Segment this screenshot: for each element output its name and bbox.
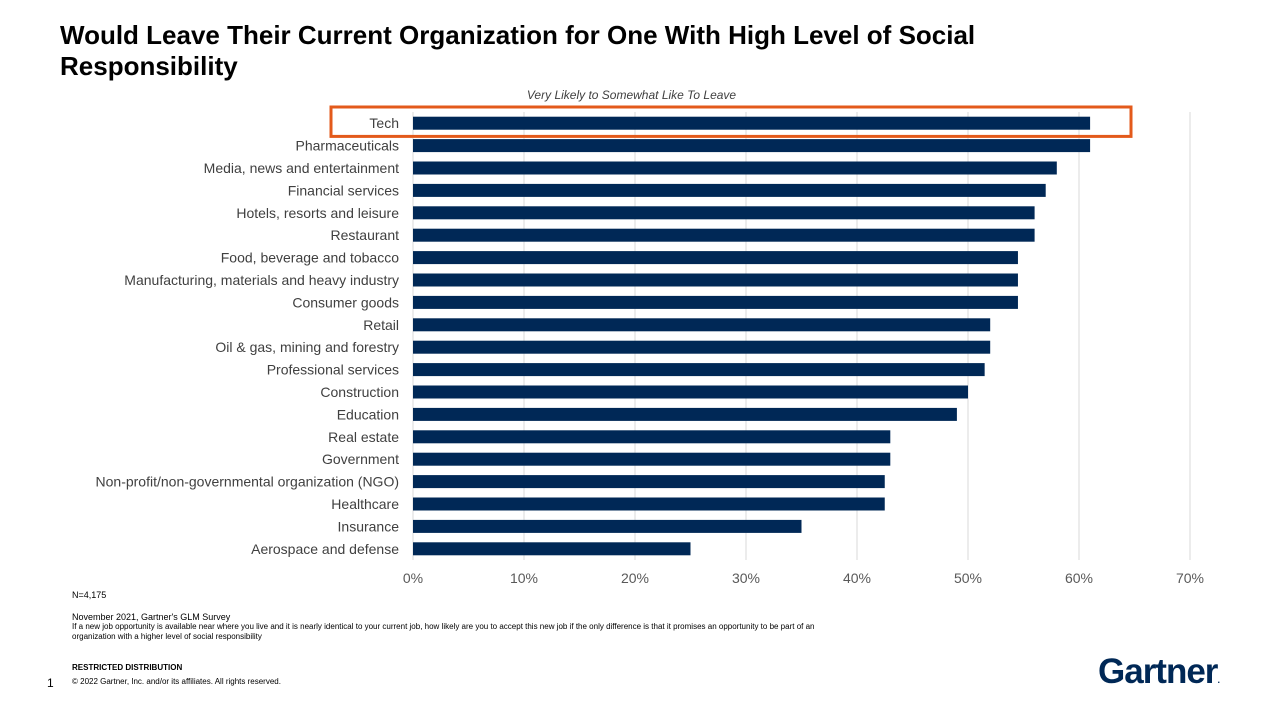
category-label: Insurance	[338, 518, 400, 534]
x-tick-label: 0%	[403, 570, 423, 586]
x-tick-label: 30%	[732, 570, 760, 586]
category-label: Professional services	[267, 362, 399, 378]
bar	[413, 139, 1091, 153]
bar	[413, 318, 991, 332]
x-tick-label: 10%	[510, 570, 538, 586]
bar	[413, 206, 1035, 220]
category-label: Restaurant	[331, 227, 400, 243]
bar	[413, 385, 968, 399]
category-label: Non-profit/non-governmental organization…	[96, 474, 399, 490]
page-number: 1	[47, 676, 54, 690]
bar	[413, 475, 885, 489]
x-tick-label: 60%	[1065, 570, 1093, 586]
x-tick-label: 50%	[954, 570, 982, 586]
gartner-logo: Gartner.	[1098, 652, 1220, 691]
bar	[413, 430, 891, 444]
sample-size-note: N=4,175	[72, 590, 107, 600]
bar	[413, 161, 1057, 175]
bar	[413, 407, 957, 421]
restricted-label: RESTRICTED DISTRIBUTION	[72, 663, 183, 672]
bar	[413, 183, 1046, 197]
category-label: Healthcare	[331, 496, 399, 512]
category-label: Food, beverage and tobacco	[221, 250, 399, 266]
x-tick-label: 70%	[1176, 570, 1204, 586]
category-label: Aerospace and defense	[251, 541, 399, 557]
category-label: Tech	[369, 115, 399, 131]
chart-subtitle: Very Likely to Somewhat Like To Leave	[527, 88, 737, 102]
bar	[413, 251, 1018, 265]
category-label: Real estate	[328, 429, 399, 445]
bar	[413, 497, 885, 511]
bar	[413, 228, 1035, 242]
bar	[413, 295, 1018, 309]
category-label: Government	[322, 451, 399, 467]
survey-question-note: If a new job opportunity is available ne…	[72, 622, 815, 641]
highlight-box	[329, 105, 1133, 138]
copyright-text: © 2022 Gartner, Inc. and/or its affiliat…	[72, 677, 281, 686]
bar	[413, 363, 985, 377]
x-tick-label: 20%	[621, 570, 649, 586]
chart-title: Would Leave Their Current Organization f…	[60, 20, 976, 81]
x-tick-label: 40%	[843, 570, 871, 586]
category-label: Media, news and entertainment	[204, 160, 399, 176]
category-label: Manufacturing, materials and heavy indus…	[124, 272, 399, 288]
bar	[413, 116, 1091, 130]
category-label: Financial services	[288, 182, 399, 198]
bar	[413, 273, 1018, 287]
category-label: Oil & gas, mining and forestry	[215, 339, 399, 355]
bar	[413, 519, 802, 533]
bar-chart: Very Likely to Somewhat Like To Leave 0% 1…	[96, 88, 1205, 586]
source-note: November 2021, Gartner's GLM Survey	[72, 612, 231, 622]
category-label: Consumer goods	[292, 294, 399, 310]
category-label: Retail	[363, 317, 399, 333]
bar	[413, 542, 691, 556]
category-label: Hotels, resorts and leisure	[236, 205, 399, 221]
category-label: Construction	[320, 384, 399, 400]
bar	[413, 340, 991, 354]
category-label: Pharmaceuticals	[296, 138, 400, 154]
category-label: Education	[337, 406, 399, 422]
bar	[413, 452, 891, 466]
